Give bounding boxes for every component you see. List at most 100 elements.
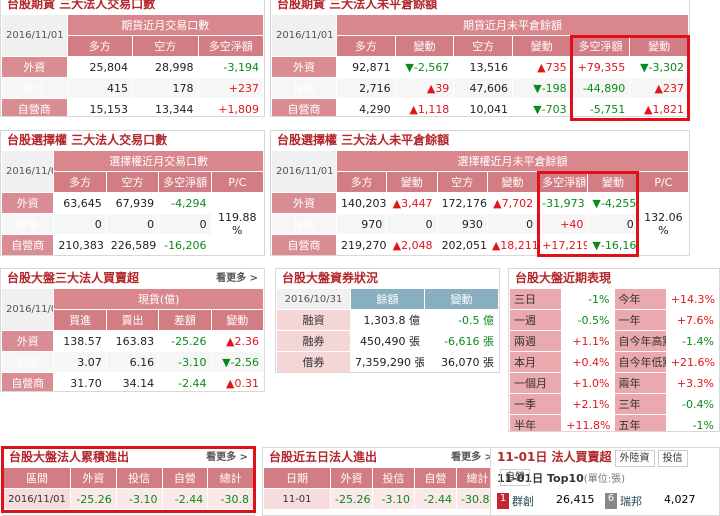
data-row: 自營商 210,383 226,589 -16,206 (1, 234, 264, 255)
cell: 92,871 (336, 56, 396, 78)
row-label: 投信 (271, 77, 337, 99)
column-header-row: 多方 空方 多空淨額 P/C (2, 171, 264, 193)
row-label: 投信 (1, 213, 55, 235)
cell: 兩週 (509, 330, 563, 352)
cell: 2016/11/01 (3, 488, 71, 510)
ranking-item: 6 瑞邦 4,027 (605, 493, 713, 509)
title-text: 台股大盤近期表現 (515, 271, 612, 285)
more-link[interactable]: 看更多 > (451, 452, 493, 463)
column-header: 買進 (53, 309, 107, 331)
unit: (單位:張) (583, 474, 625, 485)
more-link[interactable]: 看更多 > (216, 273, 258, 284)
cell: ▲237 (629, 77, 689, 99)
cell: -30.8 (207, 488, 254, 510)
cell: -0.4% (665, 393, 719, 415)
panel: 台股大盤法人累積進出 看更多 > 區間 外資 投信 自營 總計 2016/11/01 -25.2… (2, 447, 255, 516)
cell: ▲735 (511, 56, 572, 78)
rank: 6 (605, 493, 617, 509)
column-header: 自營 (414, 467, 457, 489)
cell: ▲3,447 (386, 192, 438, 214)
column-header: 自營 (161, 467, 209, 489)
column-header: 多空淨額 (537, 171, 589, 193)
column-header: 變動 (210, 309, 264, 331)
cell: 一年 (613, 309, 667, 331)
cell: +11.8% (561, 414, 615, 431)
data-row: 本月+0.4%自今年低點+21.6% (509, 351, 719, 373)
cell: -0.5% (561, 309, 615, 331)
data-row: 11-01 -25.26 -3.10 -2.44 -30.80 (263, 488, 499, 510)
cell: 4,290 (336, 98, 396, 116)
cell: ▼-198 (511, 77, 572, 99)
data-table: 三日-1%今年+14.3%一週-0.5%一年+7.6%兩週+1.1%自今年高點-… (509, 288, 719, 431)
column-header: 多方 (336, 35, 396, 57)
row-label: 自營商 (271, 234, 337, 255)
cell: 970 (335, 213, 388, 235)
cell: -5,751 (570, 98, 631, 116)
group-header: 期貨近月未平倉餘額 (336, 14, 689, 36)
title-text: 台股近五日法人進出 (269, 450, 378, 464)
panel: 台股選擇權 三大法人交易口數 2016/11/01選擇權近月交易口數多方空方多空淨… (0, 130, 265, 256)
cell: -3.10 (115, 488, 163, 510)
row-label: 自營商 (271, 98, 337, 116)
panel: 台股大盤近期表現三日 -1% 今年 +14.3% 一週 -0.5% 一年 +7.6% 兩週 +1.… (508, 268, 720, 432)
data-row: 自營商 31.70 34.14 -2.44 ▲0.31 (1, 372, 264, 391)
column-header: 變動 (587, 171, 639, 193)
date: 2016/11/01 (271, 150, 337, 193)
data-row: 投信 970 0 930 0 +40 0 (271, 213, 689, 235)
cell: -25.26 (70, 488, 117, 510)
filter-button[interactable]: 外陸資 (614, 450, 655, 467)
column-header: 投信 (115, 467, 163, 489)
cell: 63,645 (53, 192, 107, 214)
cell: 0 (486, 213, 539, 235)
stock-name[interactable]: 群創 (512, 495, 534, 508)
data-table: 2016/11/01現貨(億)買進賣出差額變動外資138.57163.83-25… (1, 288, 264, 391)
column-header: 多方 (66, 35, 133, 57)
cell: ▼-2.56 (210, 351, 264, 373)
cell: 一個月 (509, 372, 563, 394)
stock-name[interactable]: 瑞邦 (620, 495, 642, 508)
group-header: 選擇權近月未平倉餘額 (336, 150, 689, 172)
column-header: 日期 (263, 467, 331, 489)
cell: -31,973 (537, 192, 589, 214)
header-row: 2016/11/01選擇權近月交易口數 (1, 150, 264, 193)
cell: +14.3% (665, 288, 719, 310)
column-header: 變動 (394, 35, 455, 57)
data-row: 借券 7,359,290 張 36,070 張 (276, 351, 499, 372)
cell: ▼-703 (511, 98, 572, 116)
filter-button[interactable]: 投信 (657, 450, 688, 467)
header-row: 2016/10/31 餘額 變動 (276, 288, 499, 310)
panel: 台股期貨 三大法人未平倉餘額 2016/11/01 期貨近月未平倉餘額 多方 變動 空方變… (270, 0, 690, 117)
volume: 4,027 (664, 493, 696, 506)
column-header-row: 多方 變動 空方 變動 多空淨額 變動 P/C (272, 171, 689, 193)
column-header: 多空淨額 (158, 171, 212, 193)
cell: ▼-4,255 (587, 192, 639, 214)
data-row: 兩週+1.1%自今年高點-1.4% (509, 330, 719, 352)
cell: 415 (66, 77, 133, 99)
title-text: 台股選擇權 三大法人未平倉餘額 (277, 133, 450, 147)
column-header: 餘額 (350, 288, 425, 310)
title-text: 台股期貨 三大法人交易口數 (7, 0, 156, 11)
cell: 15,153 (66, 98, 133, 116)
header-row: 日期 外資 投信 自營 總計 (263, 467, 499, 489)
cell: 兩年 (613, 372, 667, 394)
data-row: 自營商 15,153 13,344 +1,809 (1, 98, 264, 116)
cell: 3.07 (53, 351, 107, 373)
cell: 三年 (613, 393, 667, 415)
data-table: 2016/11/01 期貨近月交易口數 多方 空方 多空淨額 外資 25,804 28,998… (1, 14, 264, 116)
data-row: 自營商 219,270 ▲2,048 202,051 ▲18,211 +17,219 ▼-1… (271, 234, 689, 255)
cell: 28,998 (132, 56, 199, 78)
more-link[interactable]: 看更多 > (206, 452, 248, 463)
date: 2016/11/01 (1, 150, 55, 193)
cell: -16,206 (158, 234, 212, 255)
cell: 140,203 (335, 192, 388, 214)
row-label: 外資 (1, 330, 55, 352)
cell: 五年 (613, 414, 667, 431)
date: 2016/11/01 (271, 14, 337, 57)
filter-button[interactable]: 自營 (500, 469, 530, 486)
column-header: 空方 (436, 171, 488, 193)
data-row: 融券 450,490 張 -6,616 張 (276, 330, 499, 352)
column-header: 總計 (456, 467, 499, 489)
cell: 6.16 (105, 351, 160, 373)
title-text: 11-01日 法人買賣超 (497, 450, 612, 464)
